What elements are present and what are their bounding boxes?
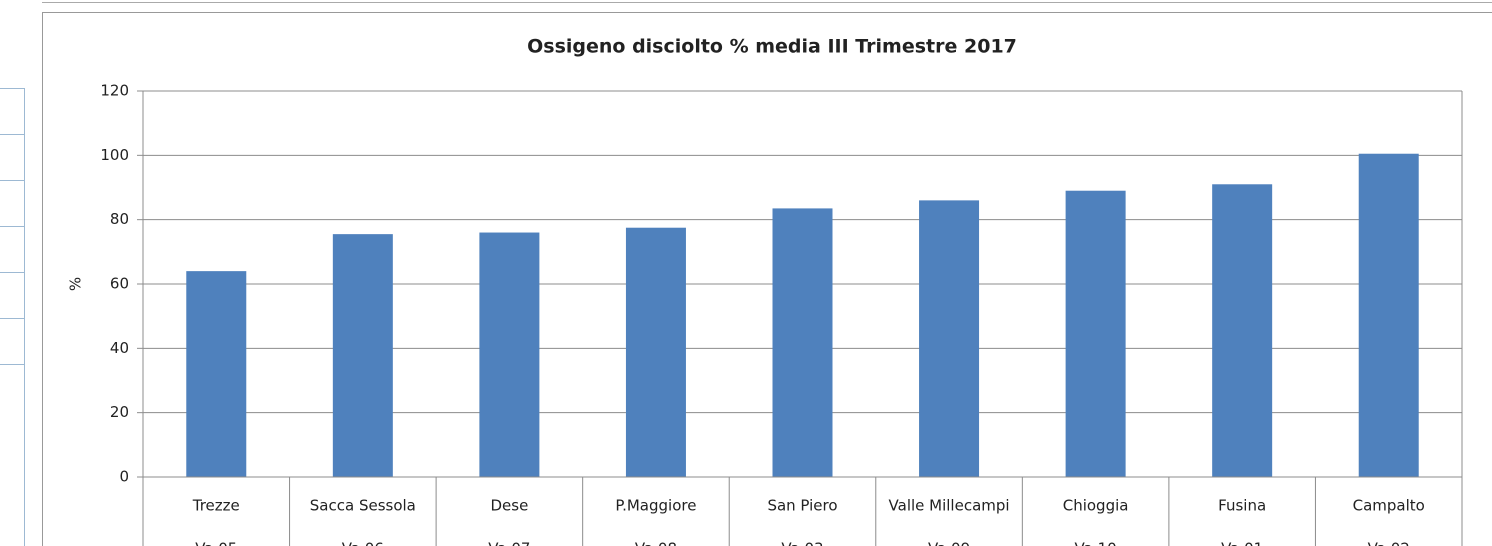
x-tick-label: Dese [490, 497, 528, 515]
y-tick-label: 60 [110, 275, 129, 293]
bar [332, 234, 393, 477]
x-tick-label: Valle Millecampi [889, 497, 1010, 515]
x-tick-label: Sacca Sessola [310, 497, 416, 515]
chart-title: Ossigeno disciolto % media III Trimestre… [527, 36, 1017, 58]
x-tick-label: Campalto [1353, 497, 1425, 515]
y-tick-label: 20 [110, 403, 129, 421]
y-tick-label: 0 [119, 468, 129, 486]
x-tick-label: Fusina [1218, 497, 1266, 515]
x-tick-code: Va 01 [1221, 540, 1263, 546]
bar [1358, 153, 1419, 477]
x-tick-label: Trezze [192, 497, 240, 515]
y-tick-label: 100 [100, 146, 129, 164]
x-tick-code: Va 09 [928, 540, 970, 546]
x-tick-code: Va 07 [488, 540, 530, 546]
x-tick-label: P.Maggiore [615, 497, 696, 515]
chart-frame [42, 12, 1492, 546]
bar [772, 208, 833, 478]
y-axis-label: % [67, 277, 85, 291]
y-tick-label: 80 [110, 210, 129, 228]
bar [919, 200, 980, 477]
y-tick-label: 40 [110, 339, 129, 357]
side-panel [0, 88, 25, 546]
x-tick-code: Va 05 [195, 540, 237, 546]
x-tick-code: Va 08 [635, 540, 677, 546]
bar [186, 271, 247, 477]
bar [1212, 184, 1273, 478]
x-tick-label: San Piero [767, 497, 837, 515]
bar [1065, 190, 1126, 477]
bar [625, 227, 686, 477]
bar [479, 232, 540, 477]
x-tick-code: Va 06 [342, 540, 384, 546]
y-tick-label: 120 [100, 82, 129, 100]
x-tick-code: Va 03 [781, 540, 823, 546]
x-tick-label: Chioggia [1063, 497, 1129, 515]
x-tick-code: Va 02 [1368, 540, 1410, 546]
x-tick-code: Va 10 [1075, 540, 1117, 546]
